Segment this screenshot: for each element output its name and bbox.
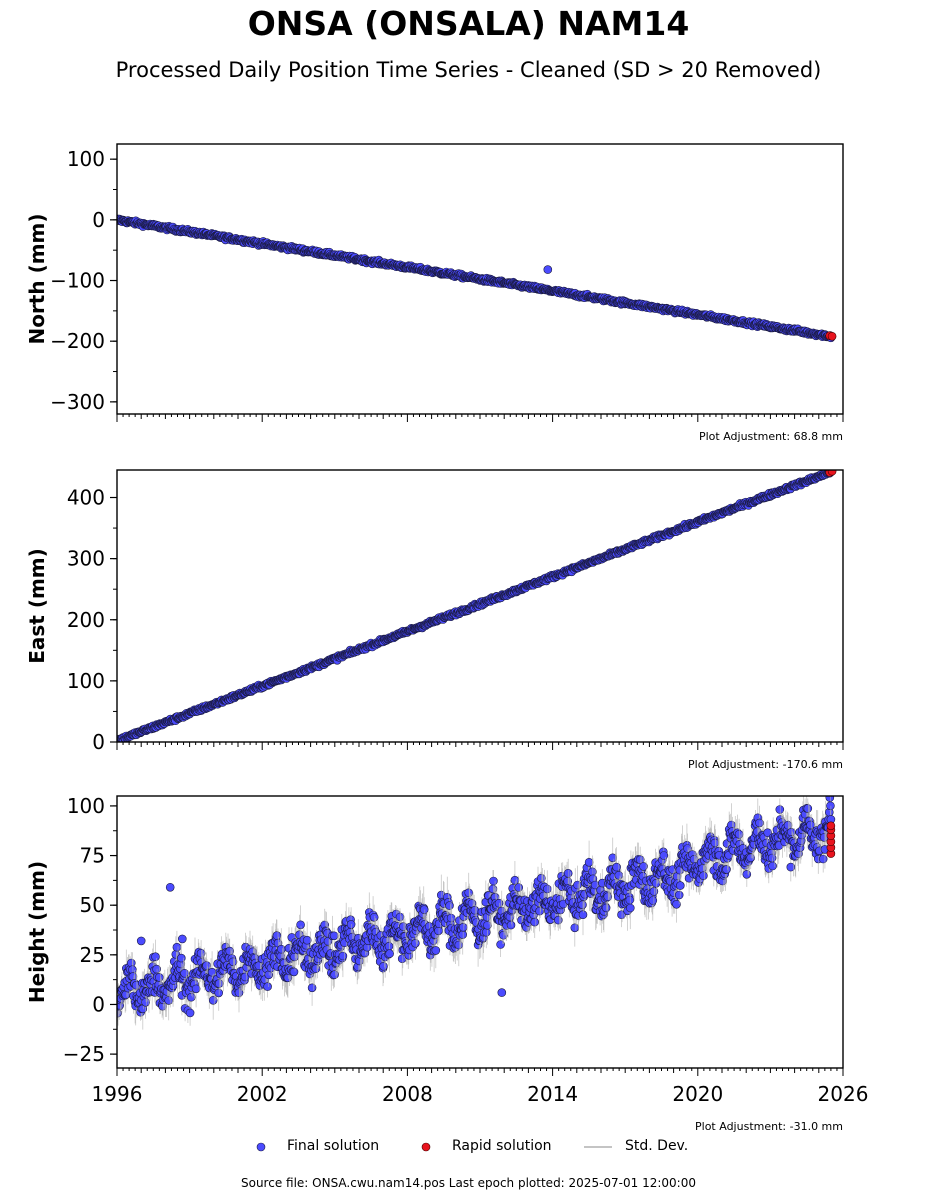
- final-solution-point: [536, 873, 546, 883]
- final-solution-point: [763, 828, 773, 838]
- final-solution-point: [186, 992, 196, 1002]
- final-solution-point: [302, 935, 312, 945]
- final-solution-point: [431, 946, 441, 955]
- final-solution-point: [570, 923, 580, 933]
- final-solution-point: [464, 888, 474, 898]
- final-solution-point: [196, 948, 206, 958]
- final-solution-point: [395, 912, 405, 922]
- final-solution-point: [535, 906, 544, 916]
- final-solution-point: [272, 931, 282, 940]
- final-solution-point: [228, 957, 238, 967]
- final-solution-point: [208, 995, 218, 1005]
- final-solution-point: [659, 851, 669, 860]
- final-solution-point: [338, 951, 348, 961]
- final-solution-point: [603, 892, 613, 902]
- rapid-solution-point: [827, 331, 837, 341]
- final-solution-point: [446, 913, 456, 923]
- final-solution-point: [180, 968, 189, 978]
- final-solution-point: [307, 983, 317, 993]
- final-solution-point: [699, 871, 708, 881]
- final-solution-point: [601, 903, 611, 913]
- final-solution-point: [191, 984, 201, 994]
- final-solution-point: [722, 865, 731, 874]
- final-solution-point: [379, 961, 388, 971]
- plot-adjustment-label: Plot Adjustment: -170.6 mm: [688, 758, 843, 771]
- final-solution-point: [434, 926, 443, 936]
- final-solution-point: [214, 979, 224, 988]
- final-solution-point: [675, 881, 685, 890]
- panel-2-points: [117, 796, 836, 1030]
- final-solution-point: [296, 920, 305, 930]
- y-tick-label: −200: [50, 329, 105, 353]
- final-solution-point: [164, 996, 173, 1005]
- final-solution-point: [648, 896, 658, 905]
- final-solution-point: [207, 967, 217, 977]
- final-solution-point: [385, 949, 394, 958]
- y-tick-label: 200: [67, 608, 105, 632]
- final-solution-point: [510, 875, 520, 885]
- final-solution-point: [172, 942, 182, 952]
- y-tick-label: −100: [50, 269, 105, 293]
- final-solution-point: [141, 997, 150, 1007]
- y-axis-label: North (mm): [25, 213, 49, 344]
- chart-title: ONSA (ONSALA) NAM14: [247, 4, 690, 43]
- final-solution-point: [225, 946, 234, 956]
- final-solution-point: [289, 967, 299, 977]
- final-solution-point: [489, 876, 498, 886]
- final-solution-point: [470, 905, 480, 915]
- rapid-solution-point: [827, 470, 837, 476]
- final-solution-point: [614, 870, 624, 880]
- y-tick-label: 300: [67, 547, 105, 571]
- y-tick-label: −300: [50, 390, 105, 414]
- final-solution-point: [514, 883, 524, 892]
- final-solution-point: [419, 905, 429, 914]
- final-solution-point: [458, 922, 468, 932]
- final-solution-point: [369, 912, 379, 922]
- final-solution-point: [746, 853, 756, 863]
- final-solution-point: [329, 931, 339, 941]
- final-solution-point: [530, 917, 540, 927]
- final-solution-point: [276, 944, 286, 954]
- panel-0-points: [117, 214, 837, 343]
- final-solution-point: [625, 903, 635, 913]
- final-solution-point: [346, 920, 356, 929]
- final-solution-point: [543, 265, 553, 274]
- final-solution-point: [672, 899, 681, 909]
- final-solution-point: [185, 1008, 195, 1018]
- final-solution-point: [445, 901, 454, 910]
- final-solution-point: [263, 982, 272, 991]
- final-solution-point: [617, 910, 626, 920]
- y-tick-label: 100: [67, 669, 105, 693]
- final-solution-point: [151, 952, 160, 962]
- panel-1-points: [117, 470, 837, 742]
- final-solution-point: [578, 910, 588, 920]
- final-solution-point: [584, 857, 594, 867]
- final-solution-point: [458, 930, 468, 939]
- final-solution-point: [783, 820, 793, 830]
- final-solution-point: [155, 973, 164, 982]
- final-solution-point: [742, 869, 752, 879]
- plot-adjustment-label: Plot Adjustment: 68.8 mm: [699, 430, 843, 443]
- final-solution-point: [214, 988, 223, 998]
- final-solution-point: [775, 805, 785, 814]
- y-tick-label: 100: [67, 147, 105, 171]
- chart-subtitle: Processed Daily Position Time Series - C…: [115, 58, 822, 82]
- final-solution-point: [573, 880, 582, 890]
- final-solution-point: [768, 861, 777, 871]
- final-solution-point: [506, 920, 516, 930]
- final-solution-point: [674, 890, 684, 900]
- y-tick-label: 0: [92, 208, 105, 232]
- final-solution-point: [542, 884, 552, 894]
- final-solution-point: [384, 941, 394, 951]
- y-axis-label: East (mm): [25, 548, 49, 664]
- final-solution-point: [639, 862, 648, 871]
- final-solution-point: [563, 868, 573, 878]
- final-solution-point: [625, 895, 635, 905]
- y-tick-label: 0: [92, 730, 105, 754]
- final-solution-point: [710, 838, 720, 848]
- final-solution-point: [612, 862, 621, 872]
- final-solution-point: [411, 938, 420, 948]
- y-tick-label: 400: [67, 486, 105, 510]
